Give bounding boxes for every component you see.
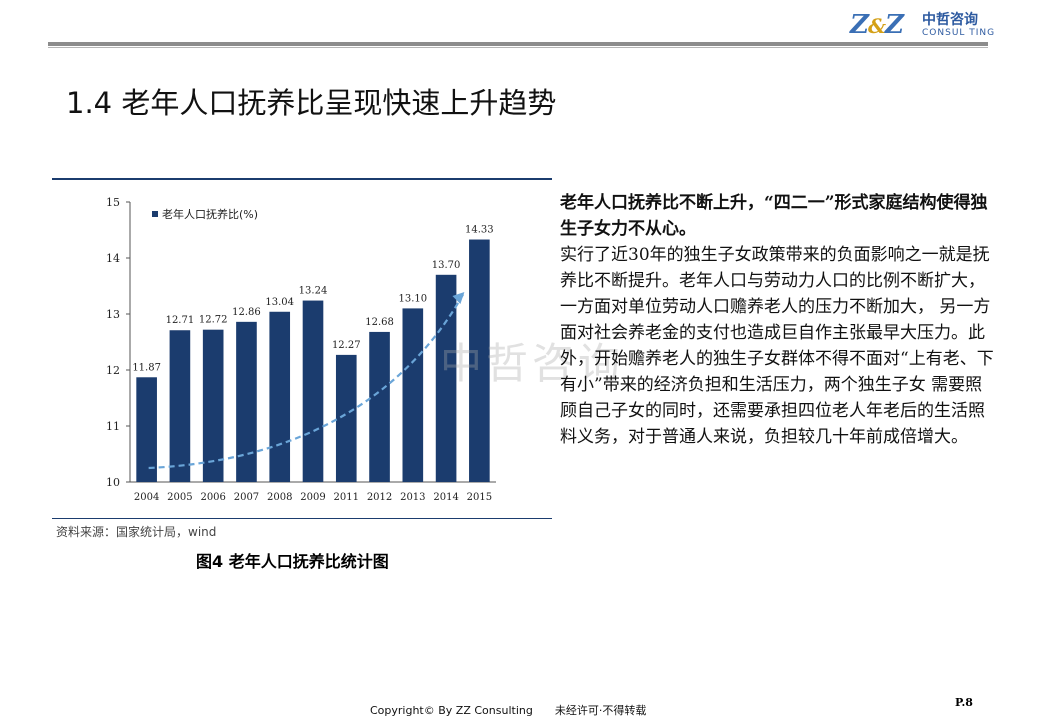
- x-tick-label: 2012: [367, 492, 392, 503]
- trend-arrow-head: [452, 292, 465, 304]
- bar: [269, 311, 291, 482]
- bar: [236, 321, 257, 482]
- slide-title: 1.4 老年人口抚养比呈现快速上升趋势: [66, 86, 557, 120]
- x-tick-label: 2009: [300, 492, 325, 503]
- x-tick-label: 2013: [400, 492, 425, 503]
- y-tick-label: 14: [106, 252, 120, 265]
- header-divider: [48, 42, 988, 46]
- data-label: 12.71: [166, 315, 195, 326]
- bar: [136, 377, 157, 482]
- chart-source-note: 资料来源：国家统计局，wind: [56, 525, 217, 539]
- bar: [469, 239, 490, 482]
- data-label: 13.10: [398, 293, 427, 304]
- body-paragraph: 实行了近30年的独生子女政策带来的负面影响之一就是抚养比不断提升。老年人口与劳动…: [560, 245, 994, 447]
- bar: [335, 354, 357, 482]
- x-tick-label: 2014: [433, 492, 458, 503]
- y-tick-label: 11: [106, 420, 120, 433]
- data-label: 12.86: [232, 307, 261, 318]
- legend-swatch: [152, 211, 158, 217]
- bar: [169, 330, 191, 482]
- trend-arrow-line: [148, 291, 466, 470]
- y-tick-label: 10: [106, 476, 120, 489]
- x-tick-label: 2004: [134, 492, 159, 503]
- bar: [435, 274, 457, 482]
- header-divider-thin: [48, 47, 988, 48]
- chart-top-rule: [52, 178, 552, 180]
- chart-bottom-rule: [52, 518, 552, 519]
- x-tick-label: 2015: [467, 492, 492, 503]
- bar: [369, 331, 390, 482]
- x-tick-label: 2007: [234, 492, 259, 503]
- x-tick-label: 2006: [200, 492, 225, 503]
- data-label: 12.27: [332, 340, 361, 351]
- copyright-text: Copyright© By ZZ Consulting: [370, 704, 533, 717]
- reprint-notice: 未经许可·不得转载: [554, 704, 647, 717]
- company-logo: Z&Z 中哲咨询 CONSUL TING: [850, 8, 994, 44]
- footer-copyright: Copyright© By ZZ Consulting 未经许可·不得转载: [370, 702, 646, 718]
- data-label: 14.33: [465, 225, 494, 236]
- data-label: 13.70: [432, 260, 461, 271]
- bar: [402, 308, 424, 482]
- logo-english-name: CONSUL TING: [922, 28, 996, 38]
- y-tick-label: 13: [106, 308, 120, 321]
- y-tick-label: 15: [106, 196, 120, 209]
- bar: [202, 329, 224, 482]
- body-lead-sentence: 老年人口抚养比不断上升，“四二一”形式家庭结构使得独生子女力不从心。: [560, 193, 988, 239]
- body-text-block: 老年人口抚养比不断上升，“四二一”形式家庭结构使得独生子女力不从心。 实行了近3…: [560, 190, 994, 450]
- x-tick-label: 2005: [167, 492, 192, 503]
- y-tick-label: 12: [106, 364, 120, 377]
- bar: [302, 300, 324, 482]
- dependency-ratio-bar-chart: 10 11 12 13 14 15 11.87 2004 12.71 2005 12.72 2006 1…: [106, 196, 496, 503]
- legend-label: 老年人口抚养比(%): [162, 207, 258, 221]
- figure-caption: 图4 老年人口抚养比统计图: [196, 552, 389, 571]
- x-tick-label: 2008: [267, 492, 292, 503]
- logo-chinese-name: 中哲咨询: [922, 12, 978, 28]
- x-tick-label: 2011: [334, 492, 359, 503]
- logo-mark: Z&Z: [850, 10, 904, 40]
- watermark: 中哲咨询: [440, 339, 625, 388]
- data-label: 12.72: [199, 315, 228, 326]
- data-label: 13.04: [265, 297, 294, 308]
- data-label: 12.68: [365, 317, 394, 328]
- data-label: 13.24: [299, 286, 328, 297]
- page-number: P.8: [955, 696, 973, 709]
- data-label: 11.87: [132, 362, 161, 373]
